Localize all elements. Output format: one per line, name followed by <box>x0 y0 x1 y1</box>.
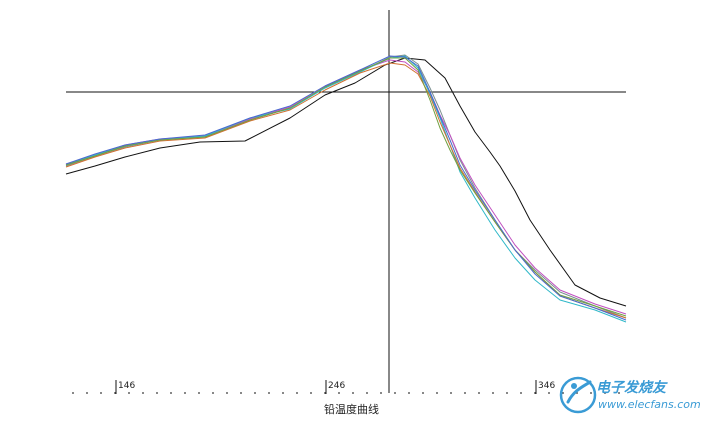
axis-dot <box>590 392 592 394</box>
axis-dot <box>282 392 284 394</box>
axis-dot <box>240 392 242 394</box>
x-tick-label: 346 <box>538 381 555 391</box>
axis-dot <box>492 392 494 394</box>
axis-dot <box>562 392 564 394</box>
series-group <box>65 54 627 323</box>
series-line-1 <box>65 57 627 307</box>
axis-dot <box>296 392 298 394</box>
axis-dot <box>366 392 368 394</box>
axis-dot <box>100 392 102 394</box>
series-line-7 <box>65 55 627 321</box>
axis-dot <box>408 392 410 394</box>
axis-dot <box>352 392 354 394</box>
axis-dot <box>394 392 396 394</box>
chart-caption: 铅温度曲线 <box>324 403 379 416</box>
axis-dot <box>128 392 130 394</box>
axis-dot <box>212 392 214 394</box>
axis-dot <box>184 392 186 394</box>
axis-dot <box>72 392 74 394</box>
axis-dot <box>310 392 312 394</box>
axis-dot <box>142 392 144 394</box>
axis-dot <box>226 392 228 394</box>
axis-dot <box>436 392 438 394</box>
axis-dot <box>422 392 424 394</box>
axis-dot <box>520 392 522 394</box>
watermark-logo-icon <box>559 376 597 414</box>
axis-dot <box>324 392 326 394</box>
x-tick-label: 246 <box>328 381 345 391</box>
x-tick-label: 146 <box>118 381 135 391</box>
axis-dot <box>86 392 88 394</box>
axis-dot <box>338 392 340 394</box>
series-line-4 <box>65 55 627 323</box>
axis-dot <box>534 392 536 394</box>
axis-dot <box>618 392 620 394</box>
axis-dot <box>506 392 508 394</box>
axis-dot <box>464 392 466 394</box>
watermark-text-en: www.elecfans.com <box>598 398 701 411</box>
axis-dot <box>114 392 116 394</box>
axis-dot <box>548 392 550 394</box>
axis-dot <box>170 392 172 394</box>
axis-dot <box>254 392 256 394</box>
axis-dot <box>450 392 452 394</box>
x-axis-dots <box>72 392 620 394</box>
axis-dot <box>604 392 606 394</box>
axis-dot <box>198 392 200 394</box>
watermark-text-cn: 电子发烧友 <box>596 380 666 396</box>
axis-dot <box>156 392 158 394</box>
series-line-6 <box>65 57 627 317</box>
axis-dot <box>380 392 382 394</box>
axis-dot <box>268 392 270 394</box>
axis-dot <box>478 392 480 394</box>
